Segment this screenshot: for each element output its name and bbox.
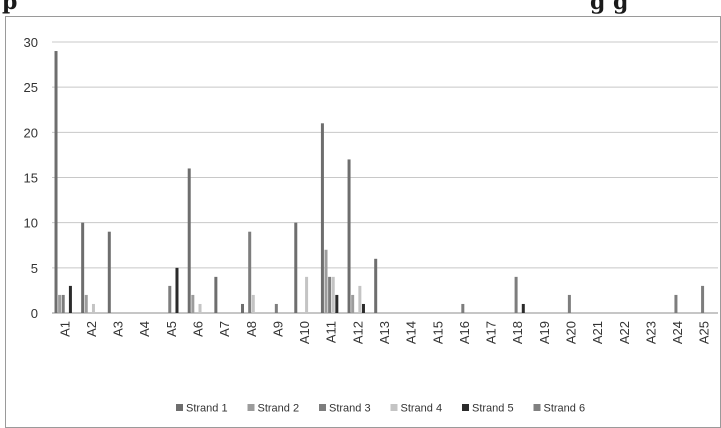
bar — [361, 303, 365, 313]
x-tick-label: A7 — [217, 321, 232, 337]
legend-label: Strand 6 — [544, 403, 586, 415]
legend-swatch — [247, 404, 255, 411]
y-tick-label: 10 — [24, 216, 38, 231]
bar — [274, 303, 278, 313]
x-tick-label: A8 — [244, 321, 259, 337]
bars — [54, 51, 705, 314]
x-tick-label: A11 — [324, 321, 339, 343]
x-tick-label: A25 — [697, 321, 712, 344]
bar — [674, 294, 678, 313]
gridlines — [52, 41, 718, 314]
x-tick-label: A10 — [297, 321, 312, 344]
y-axis: 0 5 10 15 20 25 30 — [24, 35, 38, 321]
x-tick-label: A4 — [137, 321, 152, 337]
y-tick-label: 15 — [24, 171, 38, 186]
x-tick-label: A14 — [404, 321, 419, 344]
x-tick-label: A6 — [191, 321, 206, 337]
y-tick-label: 20 — [24, 125, 38, 140]
legend-label: Strand 3 — [329, 403, 371, 415]
x-axis: A1 A2 A3 A4 A5 A6 A7 A8 A9 A10 A11 A12 A13 A14 A15 A16 A… — [57, 321, 711, 344]
bar — [61, 294, 65, 313]
legend-label: Strand 4 — [401, 403, 443, 415]
y-tick-label: 0 — [31, 306, 38, 321]
bar — [331, 276, 335, 313]
bar — [567, 294, 571, 313]
bar — [91, 303, 95, 313]
bar — [54, 51, 58, 314]
bar — [68, 285, 72, 313]
bar — [187, 168, 191, 313]
bar — [328, 276, 332, 313]
chart-border — [5, 16, 721, 428]
bar — [324, 249, 328, 313]
bar — [198, 303, 202, 313]
legend-label: Strand 2 — [258, 403, 300, 415]
bar — [241, 303, 244, 313]
x-tick-label: A3 — [111, 321, 126, 337]
bar — [175, 267, 179, 313]
x-tick-label: A13 — [377, 321, 392, 344]
y-tick-label: 30 — [24, 35, 38, 50]
bar — [701, 285, 705, 313]
bar — [58, 294, 62, 313]
bar — [168, 285, 172, 313]
bar — [191, 294, 195, 313]
legend-swatch — [390, 404, 398, 411]
bar — [107, 231, 111, 313]
bar — [358, 285, 362, 313]
x-tick-label: A22 — [617, 321, 632, 344]
x-tick-label: A2 — [84, 321, 99, 337]
legend-label: Strand 1 — [186, 403, 228, 415]
bar — [461, 303, 465, 313]
x-tick-label: A16 — [457, 321, 472, 344]
legend: Strand 1 Strand 2 Strand 3 Strand 4 Strand 5… — [176, 403, 585, 415]
x-tick-label: A9 — [270, 321, 285, 337]
bar — [347, 159, 351, 313]
header-fragment-left: p — [2, 0, 17, 15]
legend-swatch — [462, 404, 469, 411]
bar — [251, 294, 255, 313]
bar — [351, 294, 355, 313]
header-fragment-right: g g — [590, 0, 628, 15]
bar — [81, 222, 85, 313]
x-tick-label: A12 — [350, 321, 365, 344]
bar — [84, 294, 88, 313]
x-tick-label: A18 — [510, 321, 525, 344]
x-tick-label: A17 — [484, 321, 499, 344]
bar — [335, 294, 339, 313]
x-tick-label: A23 — [643, 321, 658, 344]
x-tick-label: A20 — [563, 321, 578, 344]
y-tick-label: 5 — [31, 261, 38, 276]
bar — [521, 303, 525, 313]
x-tick-label: A19 — [537, 321, 552, 344]
x-tick-label: A15 — [430, 321, 445, 344]
legend-swatch — [533, 404, 541, 411]
bar — [214, 276, 218, 313]
bar — [305, 276, 309, 313]
x-tick-label: A21 — [590, 321, 605, 344]
x-tick-label: A1 — [57, 321, 72, 337]
legend-label: Strand 5 — [472, 403, 514, 415]
bar — [320, 123, 324, 313]
y-tick-label: 25 — [24, 80, 38, 95]
x-tick-label: A24 — [670, 321, 685, 344]
bar — [248, 231, 252, 313]
bar — [514, 276, 518, 313]
x-tick-label: A5 — [164, 321, 179, 337]
bar — [374, 258, 378, 313]
legend-swatch — [319, 404, 326, 411]
bar — [294, 222, 298, 313]
legend-swatch — [176, 404, 183, 411]
